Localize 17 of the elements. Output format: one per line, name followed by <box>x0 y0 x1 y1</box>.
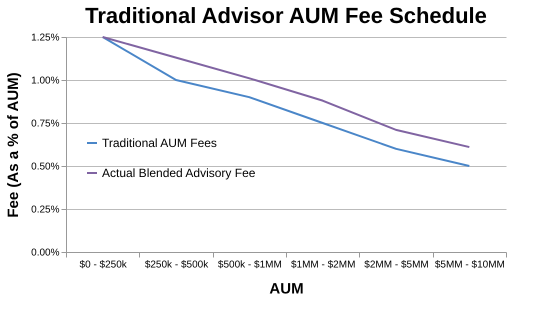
y-tick-label: 1.00% <box>31 76 60 86</box>
chart-title: Traditional Advisor AUM Fee Schedule <box>85 3 487 28</box>
y-tick-label: 0.00% <box>31 248 60 258</box>
x-tick-label: $5MM - $10MM <box>434 260 505 270</box>
legend-label: Actual Blended Advisory Fee <box>102 166 256 180</box>
x-tick-label: $2MM - $5MM <box>364 260 429 270</box>
x-tick-label: $250k - $500k <box>144 260 210 270</box>
x-tick-label: $0 - $250k <box>80 260 128 270</box>
y-tick-label: 0.75% <box>31 118 60 130</box>
legend-label: Traditional AUM Fees <box>102 136 217 150</box>
y-tick-label: 0.25% <box>31 204 60 216</box>
x-tick-label: $1MM - $2MM <box>290 260 356 270</box>
x-axis-title: AUM <box>269 280 304 298</box>
x-tick-label: $500k - $1MM <box>218 260 282 270</box>
y-axis-title: Fee (As a % of AUM) <box>5 72 22 218</box>
y-tick-label: 0.50% <box>31 162 60 172</box>
y-tick-label: 1.25% <box>31 32 60 44</box>
